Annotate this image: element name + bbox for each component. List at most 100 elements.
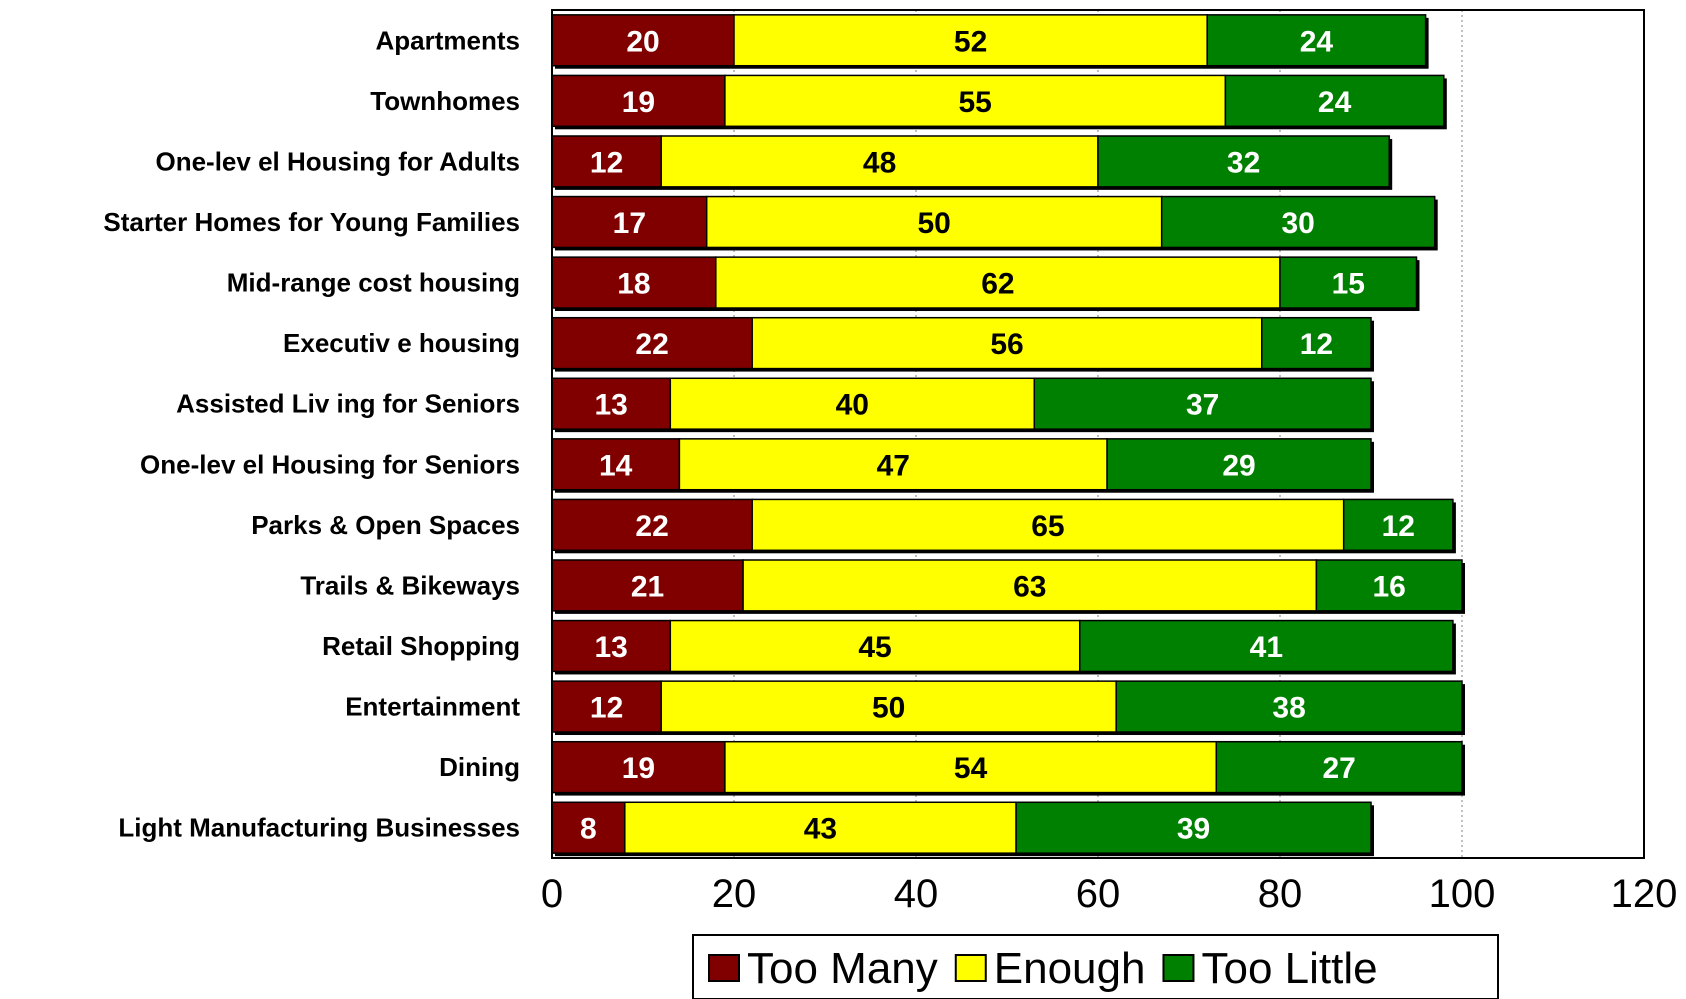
data-label-too-little-one-lev-el-housing-for-adults: 32 (1227, 146, 1260, 179)
data-label-too-little-assisted-liv-ing-for-seniors: 37 (1186, 389, 1219, 422)
data-label-too-little-starter-homes-for-young-families: 30 (1282, 207, 1315, 240)
bar-enough-apartments (733, 14, 1208, 67)
bar-too-many-trails-bikeways (551, 559, 744, 612)
data-label-too-many-dining: 19 (622, 752, 655, 785)
bar-too-many-dining (551, 740, 726, 794)
bar-too-many-one-lev-el-housing-for-seniors (551, 438, 681, 491)
tick-label-80: 80 (1258, 872, 1303, 916)
bar-too-little-apartments (1206, 14, 1427, 67)
bar-enough-light-manufacturing-businesses (624, 801, 1017, 854)
data-label-too-little-mid-range-cost-housing: 15 (1332, 268, 1365, 301)
data-label-enough-parks-open-spaces: 65 (1031, 510, 1064, 543)
data-label-too-little-apartments: 24 (1300, 25, 1334, 58)
data-label-enough-apartments: 52 (954, 25, 987, 58)
data-label-enough-entertainment: 50 (872, 692, 905, 725)
data-label-too-many-one-lev-el-housing-for-adults: 12 (590, 146, 623, 179)
legend-label-too-many: Too Many (747, 944, 938, 993)
bar-too-little-trails-bikeways (1315, 559, 1463, 612)
bar-enough-one-lev-el-housing-for-seniors (678, 438, 1108, 491)
data-label-too-little-dining: 27 (1322, 752, 1355, 785)
category-label-apartments: Apartments (376, 25, 520, 55)
bar-enough-dining (724, 740, 1218, 794)
category-label-mid-range-cost-housing: Mid-range cost housing (227, 268, 520, 298)
bar-too-little-one-lev-el-housing-for-seniors (1106, 438, 1372, 491)
bar-too-many-mid-range-cost-housing (551, 256, 717, 309)
bar-too-little-light-manufacturing-businesses (1015, 801, 1372, 854)
tick-label-120: 120 (1611, 872, 1678, 916)
category-label-entertainment: Entertainment (345, 692, 520, 722)
legend-swatch-enough (954, 954, 987, 982)
data-label-too-little-executiv-e-housing: 12 (1300, 328, 1333, 361)
data-label-too-little-townhomes: 24 (1318, 86, 1352, 119)
data-label-enough-starter-homes-for-young-families: 50 (918, 207, 951, 240)
data-label-too-little-trails-bikeways: 16 (1373, 570, 1406, 603)
bar-too-many-apartments (551, 14, 735, 67)
data-label-too-many-entertainment: 12 (590, 692, 623, 725)
bar-too-many-executiv-e-housing (551, 316, 753, 370)
bar-too-many-retail-shopping (551, 619, 672, 673)
data-label-too-many-parks-open-spaces: 22 (635, 510, 668, 543)
data-label-enough-mid-range-cost-housing: 62 (981, 268, 1014, 301)
category-label-dining: Dining (439, 752, 520, 782)
tick-label-0: 0 (541, 872, 563, 916)
category-label-parks-open-spaces: Parks & Open Spaces (251, 510, 520, 540)
bars: 20 52 24 19 55 24 12 48 32 17 50 30 18 62 15 22 56 12 13 40… (551, 14, 1465, 857)
category-label-townhomes: Townhomes (370, 86, 520, 116)
bar-too-little-dining (1215, 740, 1463, 794)
legend-label-too-little: Too Little (1201, 944, 1377, 993)
bar-too-little-townhomes (1224, 74, 1445, 128)
x-axis-tick-labels: 0 20 40 60 80 100 120 (541, 872, 1678, 916)
data-label-too-many-townhomes: 19 (622, 86, 655, 119)
data-label-too-many-executiv-e-housing: 22 (635, 328, 668, 361)
data-label-enough-one-lev-el-housing-for-seniors: 47 (877, 449, 910, 482)
data-label-too-little-light-manufacturing-businesses: 39 (1177, 813, 1210, 846)
data-label-enough-assisted-liv-ing-for-seniors: 40 (836, 389, 869, 422)
data-label-enough-light-manufacturing-businesses: 43 (804, 813, 837, 846)
category-label-assisted-liv-ing-for-seniors: Assisted Liv ing for Seniors (176, 389, 520, 419)
bar-enough-assisted-liv-ing-for-seniors (669, 377, 1036, 430)
data-label-enough-retail-shopping: 45 (858, 631, 891, 664)
data-label-enough-one-lev-el-housing-for-adults: 48 (863, 146, 896, 179)
bar-too-little-parks-open-spaces (1342, 498, 1454, 552)
data-label-too-many-apartments: 20 (626, 25, 659, 58)
data-label-too-little-parks-open-spaces: 12 (1382, 510, 1415, 543)
bar-too-little-retail-shopping (1079, 619, 1454, 673)
data-label-too-many-mid-range-cost-housing: 18 (617, 268, 650, 301)
bar-too-many-assisted-liv-ing-for-seniors (551, 377, 672, 430)
category-label-executiv-e-housing: Executiv e housing (283, 328, 520, 358)
bar-too-many-light-manufacturing-businesses (551, 801, 626, 854)
bar-too-many-one-lev-el-housing-for-adults (551, 135, 662, 188)
category-label-one-lev-el-housing-for-adults: One-lev el Housing for Adults (155, 146, 520, 176)
data-label-enough-dining: 54 (954, 752, 988, 785)
bar-enough-townhomes (724, 74, 1227, 128)
category-label-starter-homes-for-young-families: Starter Homes for Young Families (103, 207, 520, 237)
data-label-too-many-light-manufacturing-businesses: 8 (580, 813, 597, 846)
data-label-too-many-starter-homes-for-young-families: 17 (613, 207, 646, 240)
category-label-one-lev-el-housing-for-seniors: One-lev el Housing for Seniors (140, 449, 520, 479)
data-label-enough-trails-bikeways: 63 (1013, 570, 1046, 603)
bar-too-little-executiv-e-housing (1261, 316, 1372, 370)
category-label-retail-shopping: Retail Shopping (322, 631, 520, 661)
data-label-too-many-retail-shopping: 13 (594, 631, 627, 664)
legend-swatch-too-many (708, 954, 740, 982)
data-label-too-little-retail-shopping: 41 (1250, 631, 1283, 664)
bar-too-little-starter-homes-for-young-families (1160, 195, 1436, 249)
bar-too-little-assisted-liv-ing-for-seniors (1033, 377, 1372, 430)
category-labels: Apartments Townhomes One-lev el Housing fo… (103, 25, 520, 842)
data-label-too-little-one-lev-el-housing-for-seniors: 29 (1222, 449, 1255, 482)
tick-label-20: 20 (712, 872, 757, 916)
category-label-trails-bikeways: Trails & Bikeways (300, 570, 520, 600)
bar-enough-entertainment (660, 680, 1117, 733)
bar-enough-starter-homes-for-young-families (705, 195, 1163, 249)
legend-box (692, 934, 1499, 999)
plot-area-frame (551, 9, 1645, 859)
bar-enough-executiv-e-housing (751, 316, 1263, 370)
tick-label-100: 100 (1429, 872, 1496, 916)
bar-enough-mid-range-cost-housing (715, 256, 1281, 309)
data-label-too-many-one-lev-el-housing-for-seniors: 14 (599, 449, 633, 482)
tick-label-40: 40 (894, 872, 939, 916)
tick-label-60: 60 (1076, 872, 1121, 916)
data-label-too-many-assisted-liv-ing-for-seniors: 13 (594, 389, 627, 422)
category-label-light-manufacturing-businesses: Light Manufacturing Businesses (118, 813, 520, 843)
